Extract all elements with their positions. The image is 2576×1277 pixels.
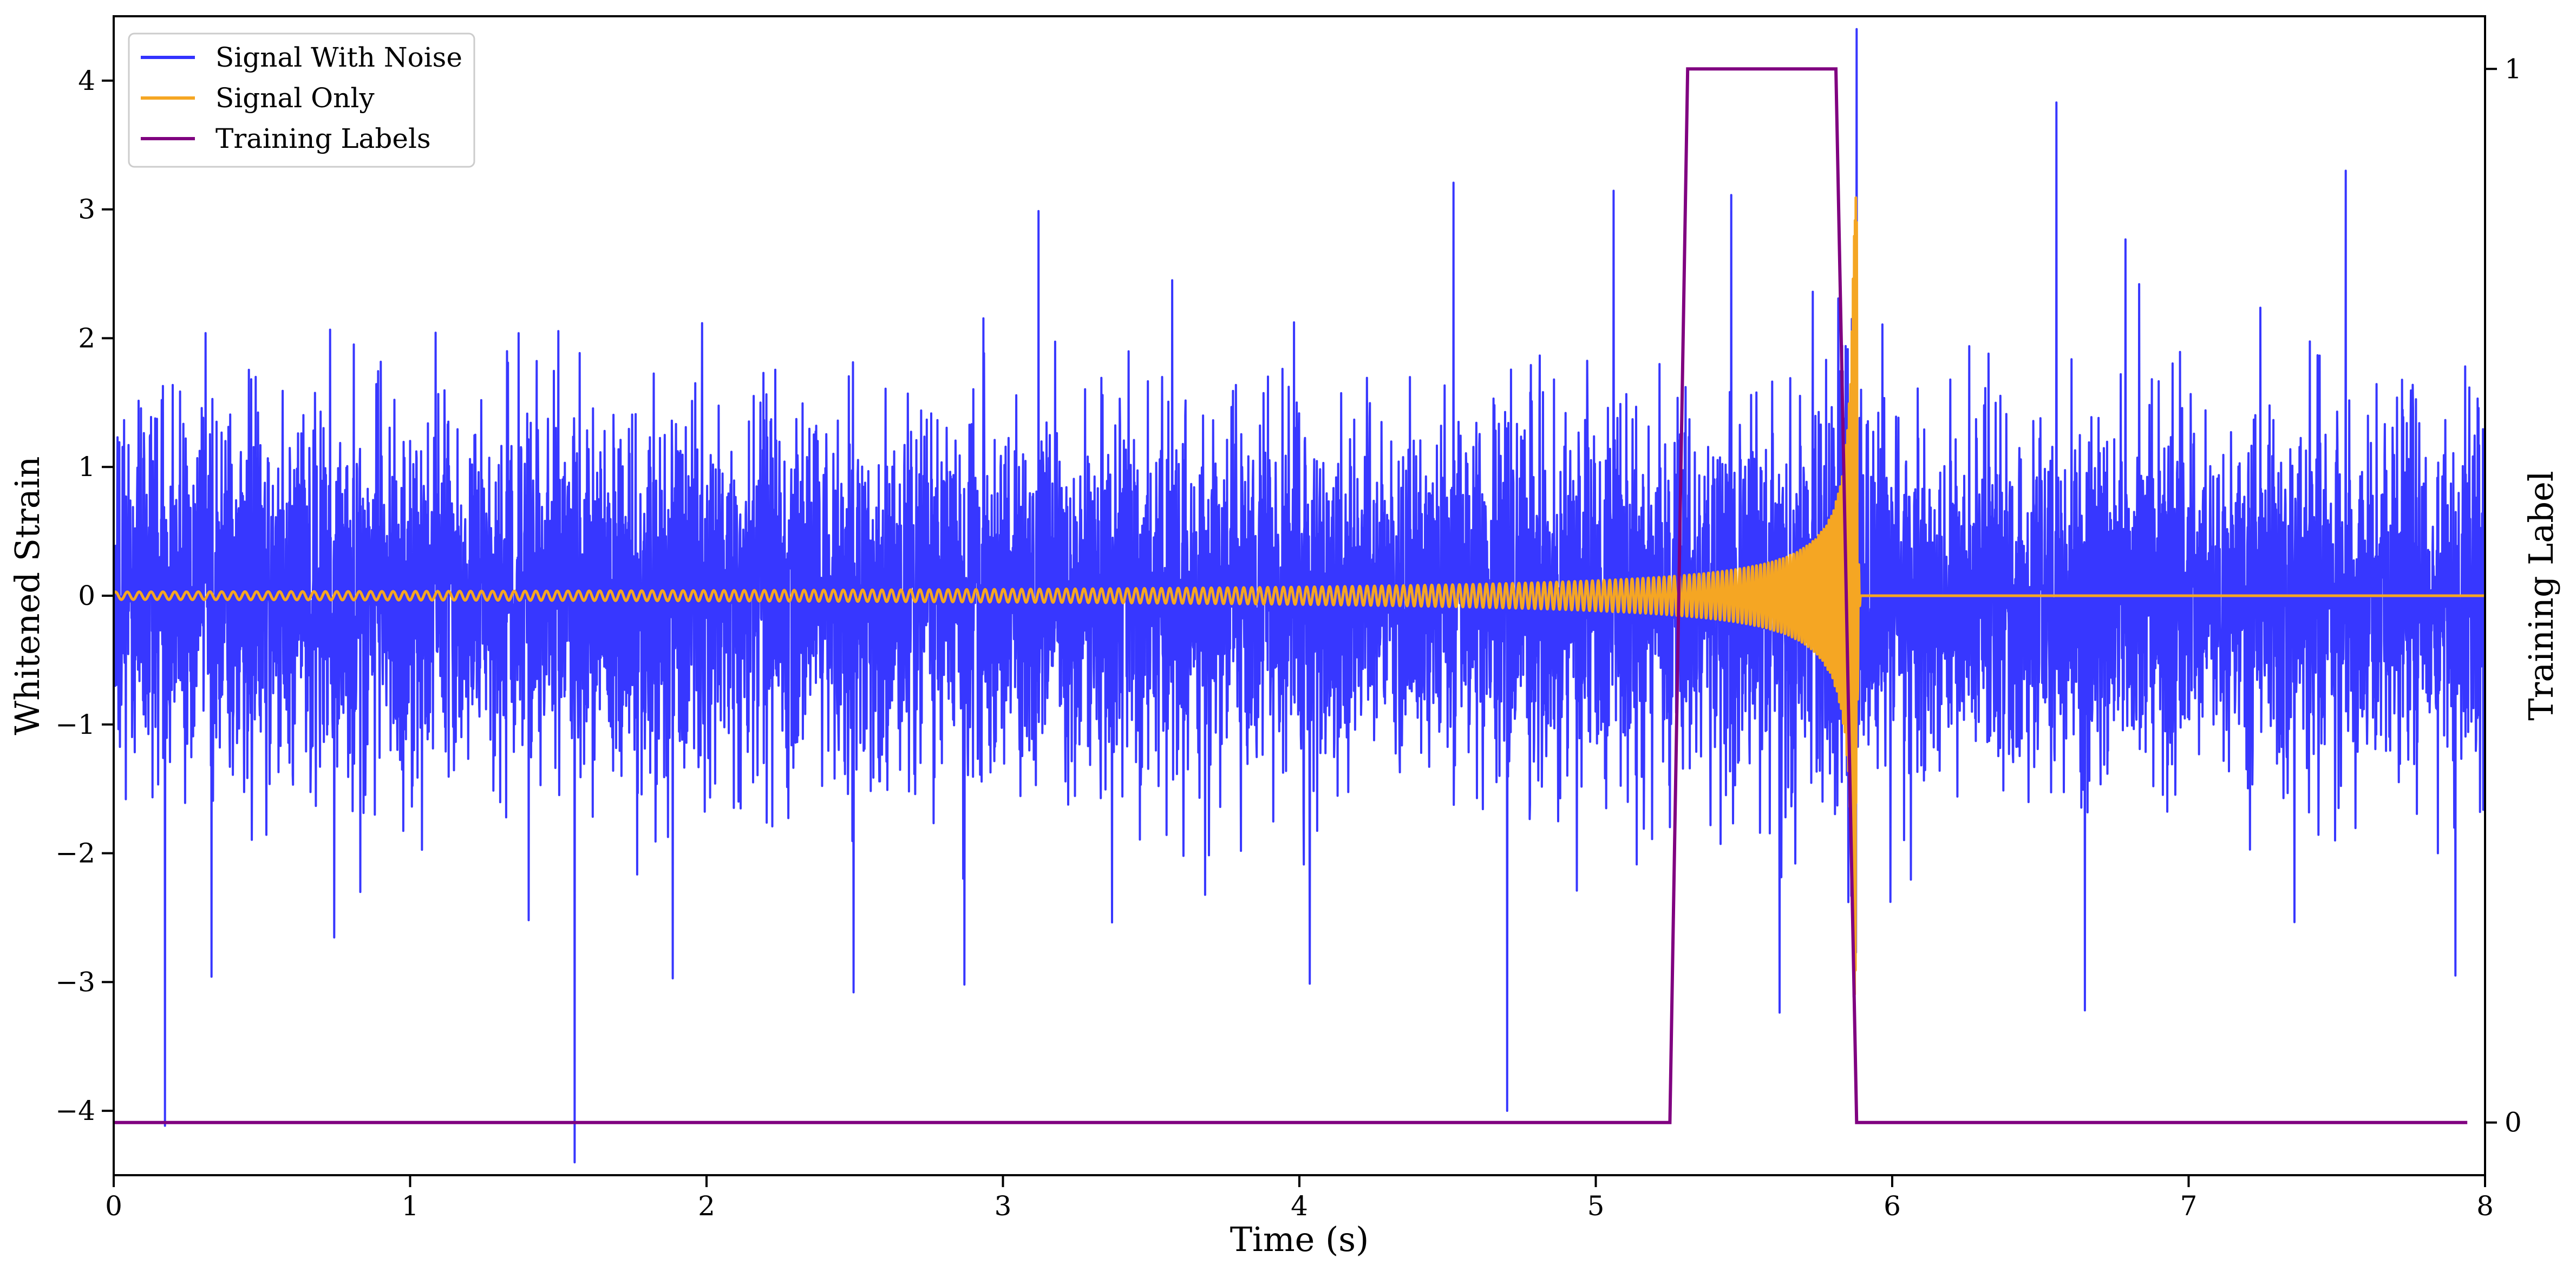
y-tick-label: 4 xyxy=(78,65,95,96)
y-tick-label: −4 xyxy=(55,1095,95,1126)
y-tick-label: −1 xyxy=(55,709,95,740)
x-tick-label: 5 xyxy=(1587,1190,1605,1222)
legend-label-training-labels: Training Labels xyxy=(215,123,431,154)
legend: Signal With Noise Signal Only Training Lab… xyxy=(128,32,475,168)
x-tick-label: 2 xyxy=(698,1190,715,1222)
y-tick-label: 2 xyxy=(78,322,95,354)
x-tick-label: 6 xyxy=(1884,1190,1901,1222)
y-tick-label-right: 1 xyxy=(2505,53,2522,84)
axis-layer: 0 1 2 3 4 5 6 7 8 −4 −3 −2 −1 0 1 2 3 4 0 1 xyxy=(55,53,2522,1222)
y-tick-label: 3 xyxy=(78,194,95,225)
series-layer xyxy=(114,28,2485,1164)
series-signal-only xyxy=(114,196,2485,996)
x-tick-label: 8 xyxy=(2476,1190,2494,1222)
legend-box xyxy=(128,32,475,168)
y-axis-label: Whitened Strain xyxy=(8,457,47,735)
x-tick-label: 0 xyxy=(105,1190,122,1222)
y-tick-label-right: 0 xyxy=(2505,1107,2522,1138)
y-tick-label: −2 xyxy=(55,838,95,869)
x-axis-label: Time (s) xyxy=(1230,1220,1369,1259)
series-signal-with-noise xyxy=(114,28,2485,1164)
y-axis-label-right: Training Label xyxy=(2521,471,2561,720)
x-tick-label: 4 xyxy=(1291,1190,1308,1222)
x-tick-label: 7 xyxy=(2180,1190,2198,1222)
y-tick-label: 0 xyxy=(78,580,95,611)
series-training-labels xyxy=(114,67,2468,1124)
x-tick-label: 3 xyxy=(995,1190,1012,1222)
x-tick-label: 1 xyxy=(402,1190,419,1222)
legend-label-signal-with-noise: Signal With Noise xyxy=(215,42,462,73)
y-tick-label: −3 xyxy=(55,966,95,998)
y-tick-label: 1 xyxy=(78,451,95,483)
legend-label-signal-only: Signal Only xyxy=(215,82,375,114)
